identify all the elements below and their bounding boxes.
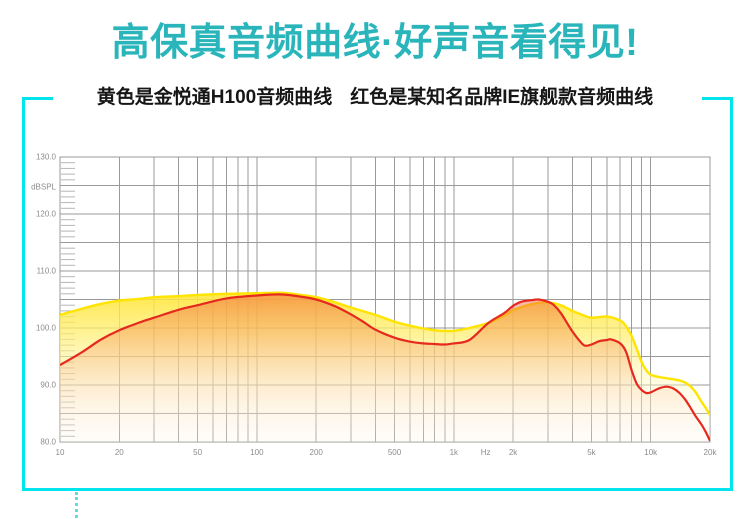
- x-tick-label: 2k: [509, 448, 518, 457]
- axis-labels: 80.0 90.0 100.0 110.0 120.0 130.0 dBSPL 10 20 50 1…: [31, 153, 717, 458]
- dotted-accent-line: [75, 492, 78, 518]
- frame-top-right-bracket: [702, 97, 733, 100]
- y-tick-label: 100.0: [36, 324, 57, 333]
- red-series-curve: [60, 293, 710, 442]
- red-series-fill: [60, 294, 710, 442]
- x-tick-label: 100: [250, 448, 264, 457]
- y-tick-label: 110.0: [37, 267, 57, 276]
- x-tick-label: 50: [193, 448, 202, 457]
- frame-left-line: [22, 97, 25, 491]
- y-tick-label: 90.0: [40, 381, 56, 390]
- x-tick-label: 20k: [704, 448, 718, 457]
- x-tick-label: 10: [56, 448, 65, 457]
- legend-red-caption: 红色是某知名品牌IE旗舰款音频曲线: [350, 87, 654, 108]
- page-title: 高保真音频曲线·好声音看得见!: [111, 22, 639, 64]
- y-tick-label: 80.0: [40, 438, 56, 447]
- legend-yellow-caption: 黄色是金悦通H100音频曲线: [96, 87, 333, 108]
- x-tick-label: 500: [388, 448, 402, 457]
- x-tick-label: 200: [310, 448, 324, 457]
- y-tick-label: 130.0: [36, 153, 57, 162]
- x-tick-label: 5k: [587, 448, 596, 457]
- red-series: [60, 293, 710, 442]
- frame-right-line: [730, 97, 733, 491]
- x-tick-label: 10k: [644, 448, 658, 457]
- x-tick-label: 20: [115, 448, 124, 457]
- x-tick-label: 1k: [450, 448, 459, 457]
- y-tick-label: 120.0: [36, 210, 57, 219]
- chart-legend-caption: 黄色是金悦通H100音频曲线 红色是某知名品牌IE旗舰款音频曲线: [0, 87, 750, 110]
- x-axis-unit-label: Hz: [481, 448, 491, 457]
- y-axis-unit-label: dBSPL: [31, 183, 56, 192]
- frame-bottom-line: [22, 488, 733, 491]
- frame-top-left-bracket: [22, 97, 53, 100]
